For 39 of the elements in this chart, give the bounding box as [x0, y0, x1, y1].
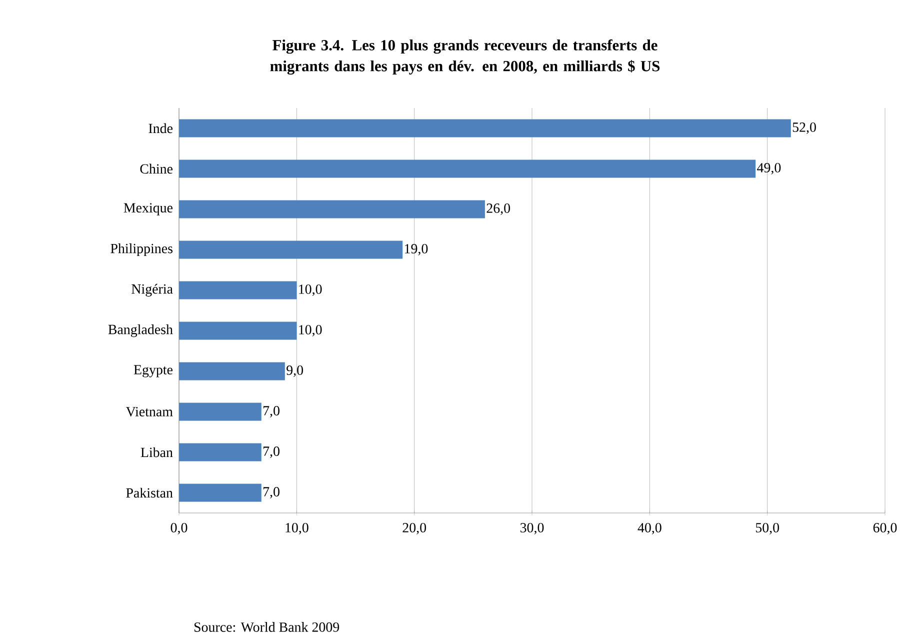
- y-tick-label: Bangladesh: [108, 324, 173, 338]
- data-label: 7,0: [263, 487, 280, 498]
- y-tick-label: Mexique: [124, 203, 173, 216]
- data-label: 26,0: [486, 204, 510, 215]
- data-label: 52,0: [792, 122, 816, 134]
- bar: [179, 362, 285, 380]
- bar: [179, 402, 262, 421]
- bar: [179, 200, 485, 218]
- bar: [179, 484, 262, 502]
- y-tick-label: Inde: [148, 123, 172, 134]
- data-label: 49,0: [757, 163, 781, 174]
- source-note: Source: World Bank 2009: [194, 622, 340, 632]
- x-tick-label: 20,0: [402, 523, 426, 534]
- y-tick-label: Pakistan: [126, 488, 173, 498]
- x-tick-label: 40,0: [638, 523, 662, 534]
- data-label: 19,0: [404, 244, 428, 256]
- y-tick-label: Chine: [140, 164, 173, 174]
- data-label: 10,0: [299, 325, 322, 336]
- bar: [179, 160, 756, 178]
- y-tick-label: Philippines: [110, 243, 172, 256]
- bar: [179, 240, 403, 259]
- bar: [179, 322, 297, 340]
- x-tick-label: 0,0: [170, 523, 188, 534]
- y-tick-label: Egypte: [134, 365, 173, 378]
- x-tick-label: 10,0: [286, 523, 308, 534]
- bar: [179, 281, 297, 300]
- y-tick-label: Nigéria: [132, 284, 173, 297]
- data-label: 9,0: [286, 366, 304, 377]
- bar: [179, 119, 791, 138]
- y-tick-label: Vietnam: [126, 407, 173, 416]
- x-tick-label: 30,0: [520, 523, 544, 534]
- data-label: 7,0: [263, 406, 280, 418]
- x-tick-label: 60,0: [873, 523, 897, 534]
- chart-title: Figure 3.4. Les 10 plus grands receveurs de transferts de migrants dans les pays en dév. en 2008, en milliards $ US: [270, 39, 660, 75]
- data-label: 10,0: [299, 284, 322, 296]
- y-tick-label: Liban: [140, 447, 173, 458]
- data-label: 7,0: [263, 446, 280, 458]
- x-tick-label: 50,0: [756, 523, 780, 534]
- bar: [179, 443, 262, 462]
